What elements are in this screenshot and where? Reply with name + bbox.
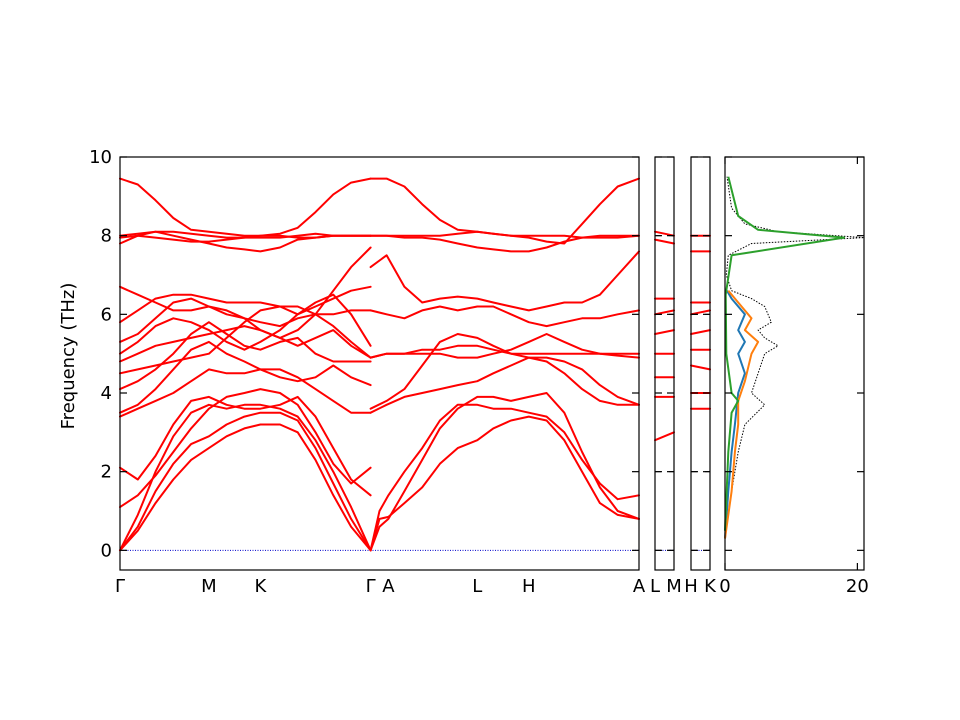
y-axis-label: Frequency (THz) (58, 283, 79, 430)
band-line-main-1 (119, 411, 372, 552)
dos-series-1 (724, 290, 746, 539)
band-line-LM-8 (654, 230, 675, 237)
y-tick-label-3: 6 (101, 304, 112, 325)
dos-series-0 (724, 176, 865, 539)
band-line-main-7 (119, 321, 372, 391)
band-line-main-21 (369, 333, 640, 359)
panel-dos: 0 20 (719, 156, 869, 597)
band-line-main-5 (119, 368, 372, 418)
band-line-main-17 (119, 177, 372, 237)
y-tick-label-4: 8 (101, 226, 112, 247)
y-tick-label-1: 2 (101, 462, 112, 483)
band-line-LM-0 (654, 431, 675, 442)
band-line-main-16 (119, 230, 372, 239)
x-tick-label-main-5: L (472, 576, 482, 597)
band-line-main-22 (369, 333, 640, 410)
dos-x-tick-label-0: 0 (719, 576, 730, 597)
panel-frame-LM (654, 156, 675, 571)
dos-x-tick-label-1: 20 (846, 576, 869, 597)
x-tick-label-main-3: Γ (366, 576, 376, 597)
band-line-main-4 (119, 395, 372, 497)
band-line-main-18 (369, 250, 640, 312)
band-line-main-24 (369, 392, 640, 552)
x-tick-label-LM-1: M (666, 576, 682, 597)
band-line-LM-5 (654, 309, 675, 316)
band-line-main-28 (369, 177, 640, 245)
x-tick-label-main-7: A (633, 576, 646, 597)
band-line-main-23 (369, 356, 640, 414)
x-tick-label-HK-1: K (704, 576, 717, 597)
x-tick-label-HK-0: H (684, 576, 698, 597)
band-line-main-9 (119, 325, 372, 363)
panel-frame-dos (724, 156, 865, 571)
band-line-LM-7 (654, 238, 675, 245)
x-tick-label-LM-0: L (650, 576, 660, 597)
x-tick-label-main-0: Γ (115, 576, 125, 597)
x-tick-label-main-6: H (522, 576, 536, 597)
band-line-main-19 (369, 305, 640, 328)
band-line-HK-5 (690, 309, 711, 316)
band-line-main-14 (119, 230, 372, 253)
band-line-main-29 (369, 234, 640, 253)
band-line-main-11 (119, 297, 372, 343)
band-line-main-12 (119, 285, 372, 324)
band-line-main-0 (119, 423, 372, 552)
band-line-main-25 (369, 403, 640, 552)
y-tick-label-5: 10 (89, 147, 112, 168)
panel-frame-HK (690, 156, 711, 571)
band-line-main-2 (119, 403, 372, 552)
band-line-main-6 (119, 340, 372, 414)
y-tick-label-2: 4 (101, 383, 112, 404)
band-line-main-13 (119, 246, 372, 339)
band-line-main-26 (369, 415, 640, 552)
panel-frame-main (119, 156, 640, 571)
dos-series-2 (724, 290, 760, 539)
band-line-HK-4 (690, 329, 711, 335)
dos-series-3 (724, 176, 846, 531)
x-tick-label-main-2: K (255, 576, 268, 597)
x-tick-label-main-4: A (382, 576, 395, 597)
band-line-HK-2 (690, 364, 711, 371)
band-line-main-8 (119, 305, 372, 375)
band-line-LM-4 (654, 329, 675, 335)
y-tick-label-0: 0 (101, 540, 112, 561)
band-line-main-3 (119, 388, 372, 509)
x-tick-label-main-1: M (201, 576, 217, 597)
